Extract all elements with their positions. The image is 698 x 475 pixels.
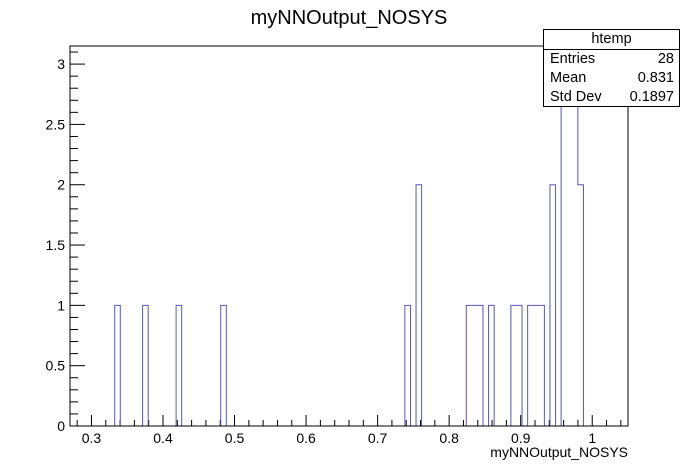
y-axis-ticks: 0 0.5 1 1.5 2 2.5 3 xyxy=(46,51,85,434)
stats-row-entries: Entries 28 xyxy=(544,50,679,69)
histogram-bin xyxy=(477,305,483,426)
x-tick-label: 0.9 xyxy=(511,430,531,446)
histogram-bin xyxy=(516,305,522,426)
x-axis-ticks: 0.3 0.4 0.5 0.6 0.7 0.8 0.9 1 xyxy=(76,415,622,446)
y-tick-label: 0 xyxy=(57,418,65,434)
y-tick-label: 1 xyxy=(57,297,65,313)
stats-row-mean: Mean 0.831 xyxy=(544,69,679,88)
x-tick-label: 0.7 xyxy=(368,430,388,446)
histogram-outline xyxy=(70,63,628,427)
y-tick-label: 0.5 xyxy=(46,358,66,374)
histogram-bin xyxy=(511,305,517,426)
histogram-bin xyxy=(466,305,472,426)
plot-frame xyxy=(69,45,629,427)
histogram-bin xyxy=(405,305,411,426)
histogram-bin xyxy=(578,185,584,426)
histogram-bin xyxy=(176,305,182,426)
histogram-bin xyxy=(539,305,545,426)
stats-row-stddev: Std Dev 0.1897 xyxy=(544,88,679,107)
histogram-bin xyxy=(416,185,422,426)
histogram-bin xyxy=(221,305,227,426)
stats-value-mean: 0.831 xyxy=(637,70,674,86)
y-tick-label: 2 xyxy=(57,177,65,193)
x-tick-label: 0.3 xyxy=(82,430,102,446)
stats-label-entries: Entries xyxy=(550,51,596,67)
x-axis-label: myNNOutput_NOSYS xyxy=(490,444,628,460)
histogram-bin xyxy=(472,305,478,426)
histogram-bin xyxy=(572,64,578,426)
histogram-bin xyxy=(533,305,539,426)
stats-label-mean: Mean xyxy=(550,70,587,86)
stats-value-stddev: 0.1897 xyxy=(629,89,674,105)
x-tick-label: 1 xyxy=(588,430,596,446)
histogram-bin xyxy=(567,64,573,426)
x-tick-label: 0.4 xyxy=(153,430,173,446)
x-tick-label: 0.5 xyxy=(225,430,245,446)
y-tick-label: 1.5 xyxy=(46,237,66,253)
histogram-bin xyxy=(550,185,556,426)
histogram-bin xyxy=(143,305,149,426)
histogram-bin xyxy=(528,305,534,426)
x-tick-label: 0.6 xyxy=(296,430,316,446)
chart-title: myNNOutput_NOSYS xyxy=(251,7,448,29)
x-tick-label: 0.8 xyxy=(439,430,459,446)
stats-box-title: htemp xyxy=(544,30,679,50)
histogram-bin xyxy=(561,64,567,426)
stats-value-entries: 28 xyxy=(657,51,674,67)
histogram-bin xyxy=(489,305,495,426)
stats-box: htemp Entries 28 Mean 0.831 Std Dev 0.18… xyxy=(543,29,680,107)
stats-label-stddev: Std Dev xyxy=(550,89,602,105)
y-tick-label: 3 xyxy=(57,56,65,72)
histogram-bin xyxy=(115,305,121,426)
y-tick-label: 2.5 xyxy=(46,116,66,132)
